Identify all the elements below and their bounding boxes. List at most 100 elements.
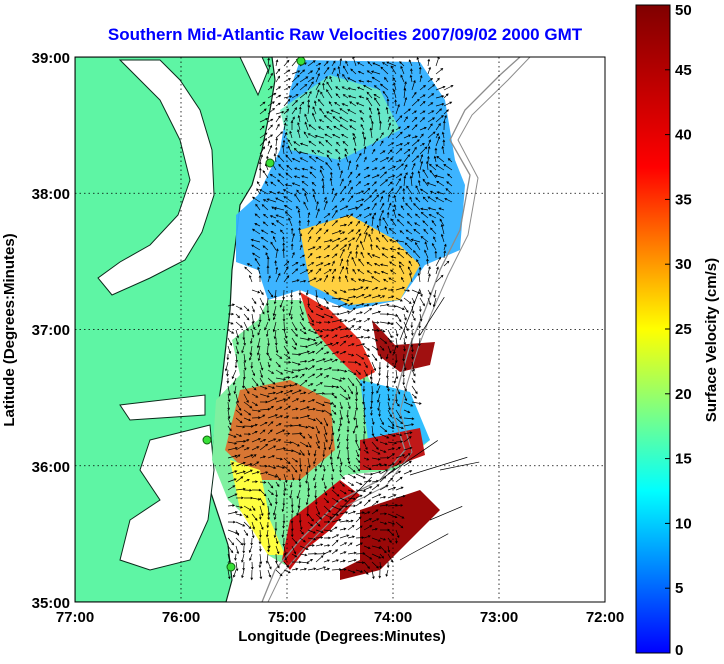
velocity-arrow bbox=[259, 101, 266, 107]
velocity-arrow bbox=[323, 229, 329, 235]
velocity-arrow bbox=[329, 177, 333, 187]
velocity-arrow bbox=[291, 99, 298, 107]
velocity-arrow bbox=[403, 142, 410, 147]
velocity-arrow bbox=[251, 529, 255, 539]
velocity-arrow bbox=[396, 219, 405, 227]
velocity-arrow bbox=[297, 121, 301, 131]
velocity-arrow bbox=[403, 423, 415, 427]
velocity-arrow bbox=[243, 454, 254, 459]
velocity-arrow bbox=[339, 170, 343, 179]
velocity-arrow bbox=[243, 529, 249, 536]
velocity-arrow bbox=[363, 525, 373, 531]
velocity-arrow bbox=[305, 465, 309, 476]
velocity-arrow bbox=[267, 405, 275, 411]
velocity-arrow bbox=[323, 196, 327, 203]
velocity-arrow bbox=[332, 116, 341, 123]
velocity-arrow bbox=[402, 196, 405, 203]
velocity-arrow bbox=[315, 566, 327, 571]
velocity-arrow bbox=[322, 82, 325, 91]
map-layer bbox=[75, 57, 605, 602]
velocity-arrow bbox=[339, 108, 349, 115]
velocity-arrow bbox=[307, 521, 314, 527]
velocity-arrow bbox=[387, 116, 391, 123]
velocity-arrow bbox=[379, 433, 390, 439]
velocity-arrow bbox=[276, 220, 285, 227]
velocity-arrow bbox=[294, 193, 301, 203]
velocity-arrow bbox=[250, 561, 254, 570]
velocity-arrow bbox=[323, 342, 333, 347]
velocity-arrow bbox=[339, 457, 343, 466]
velocity-arrow bbox=[275, 406, 283, 411]
velocity-arrow bbox=[259, 569, 263, 580]
velocity-arrow bbox=[355, 353, 365, 360]
velocity-arrow bbox=[243, 369, 246, 380]
velocity-arrow bbox=[323, 559, 330, 563]
velocity-arrow bbox=[345, 266, 349, 275]
velocity-arrow bbox=[267, 140, 271, 147]
velocity-arrow bbox=[224, 361, 229, 372]
velocity-arrow bbox=[259, 297, 264, 306]
velocity-arrow bbox=[287, 139, 293, 147]
velocity-arrow bbox=[432, 297, 437, 308]
velocity-arrow bbox=[251, 488, 262, 492]
velocity-arrow bbox=[345, 60, 349, 67]
velocity-arrow bbox=[275, 272, 281, 283]
velocity-arrow bbox=[227, 321, 234, 325]
velocity-arrow bbox=[338, 275, 342, 283]
velocity-arrow bbox=[419, 305, 422, 313]
velocity-arrow bbox=[256, 345, 261, 356]
colorbar-tick-label: 35 bbox=[675, 191, 692, 208]
velocity-arrow bbox=[251, 497, 261, 501]
velocity-arrow bbox=[363, 187, 371, 195]
velocity-arrow bbox=[331, 425, 335, 436]
colorbar-tick-label: 0 bbox=[675, 642, 683, 659]
velocity-arrow bbox=[275, 94, 282, 99]
velocity-arrow bbox=[299, 449, 305, 457]
velocity-arrow bbox=[355, 326, 362, 331]
velocity-arrow bbox=[316, 150, 325, 155]
velocity-arrow bbox=[257, 329, 261, 336]
velocity-arrow bbox=[282, 139, 286, 146]
velocity-arrow bbox=[352, 132, 357, 139]
velocity-arrow bbox=[369, 369, 373, 380]
velocity-arrow bbox=[347, 179, 352, 187]
colorbar-tick-label: 40 bbox=[675, 127, 692, 144]
velocity-arrow bbox=[275, 131, 284, 139]
velocity-arrow bbox=[283, 59, 290, 67]
velocity-arrow bbox=[307, 481, 311, 492]
velocity-arrow bbox=[379, 353, 383, 360]
velocity-arrow bbox=[387, 521, 396, 525]
velocity-arrow bbox=[331, 539, 339, 547]
velocity-arrow bbox=[291, 537, 298, 545]
velocity-arrow bbox=[251, 385, 257, 391]
velocity-arrow bbox=[395, 321, 403, 330]
velocity-arrow bbox=[411, 385, 418, 395]
velocity-arrow bbox=[380, 66, 389, 75]
velocity-arrow bbox=[290, 313, 293, 320]
velocity-arrow bbox=[251, 297, 257, 305]
velocity-arrow bbox=[235, 454, 241, 459]
velocity-arrow bbox=[371, 167, 378, 171]
velocity-arrow bbox=[331, 489, 340, 497]
velocity-arrow bbox=[347, 519, 354, 523]
velocity-arrow bbox=[357, 269, 365, 275]
velocity-arrow bbox=[363, 499, 371, 507]
velocity-arrow bbox=[291, 74, 300, 83]
velocity-arrow bbox=[428, 214, 437, 219]
velocity-arrow bbox=[252, 228, 261, 235]
velocity-arrow bbox=[339, 178, 344, 187]
velocity-arrow bbox=[347, 307, 356, 315]
velocity-arrow bbox=[371, 527, 378, 531]
velocity-arrow bbox=[383, 278, 389, 283]
velocity-arrow bbox=[363, 511, 371, 515]
velocity-arrow bbox=[385, 106, 389, 115]
velocity-arrow bbox=[314, 489, 318, 499]
velocity-arrow bbox=[347, 558, 357, 563]
velocity-arrow bbox=[355, 244, 359, 251]
velocity-arrow bbox=[339, 205, 349, 211]
velocity-arrow bbox=[347, 229, 354, 235]
velocity-arrow bbox=[315, 341, 323, 347]
velocity-arrow bbox=[260, 229, 269, 235]
velocity-arrow bbox=[259, 421, 268, 427]
velocity-arrow bbox=[315, 200, 319, 211]
